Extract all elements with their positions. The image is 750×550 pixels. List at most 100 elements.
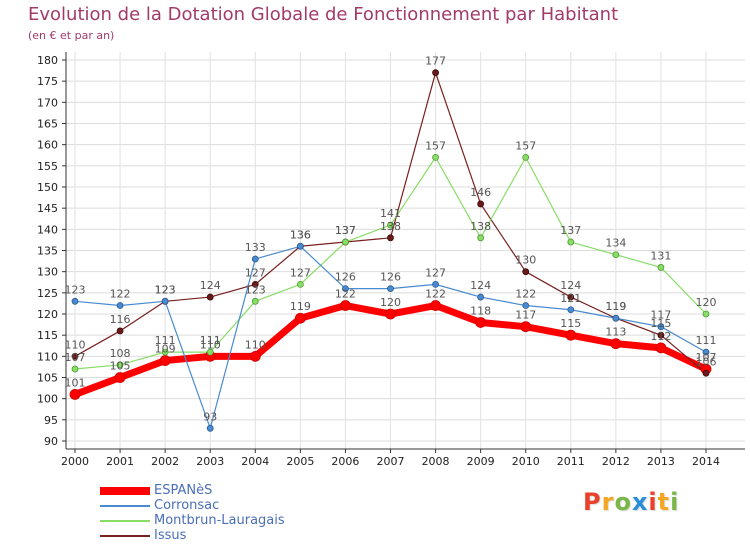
point-espanes (294, 312, 306, 324)
y-tick-label: 135 (37, 245, 58, 258)
point-montbrun (342, 238, 349, 246)
point-corronsac (116, 302, 124, 309)
point-issus (477, 200, 485, 208)
point-montbrun (702, 310, 710, 318)
point-espanes (340, 300, 351, 311)
data-label-corronsac: 117 (650, 309, 671, 322)
point-espanes (69, 389, 81, 400)
y-tick-label: 145 (37, 202, 58, 215)
point-espanes (114, 372, 126, 383)
point-montbrun (161, 348, 169, 356)
legend-item-corronsac: Corronsac (100, 498, 360, 514)
x-tick-label: 2005 (286, 455, 314, 468)
point-issus (116, 327, 124, 335)
data-label-corronsac: 122 (110, 288, 131, 301)
data-label-corronsac: 93 (203, 410, 217, 423)
data-label-montbrun: 157 (425, 139, 446, 152)
point-montbrun (116, 361, 124, 369)
legend-swatch-corronsac (100, 505, 150, 507)
point-corronsac (612, 314, 620, 322)
data-label-espanes: 107 (696, 351, 717, 364)
data-label-espanes: 115 (560, 317, 581, 330)
data-label-espanes: 122 (335, 288, 356, 301)
x-tick-label: 2011 (557, 455, 585, 468)
data-label-montbrun: 123 (245, 283, 266, 296)
point-espanes (655, 342, 667, 354)
x-tick-label: 2014 (692, 455, 720, 468)
point-corronsac (161, 297, 169, 305)
data-label-issus: 123 (155, 283, 176, 296)
y-tick-label: 140 (37, 223, 58, 236)
point-issus (657, 331, 665, 339)
x-tick-label: 2013 (647, 455, 675, 468)
chart-subtitle: (en € et par an) (28, 29, 115, 42)
point-montbrun (206, 348, 214, 356)
point-issus (522, 268, 530, 276)
point-corronsac (567, 306, 575, 314)
data-label-issus: 124 (560, 279, 581, 292)
data-label-corronsac: 121 (560, 292, 581, 305)
y-tick-label: 170 (37, 96, 58, 109)
chart-title: Evolution de la Dotation Globale de Fonc… (28, 4, 619, 25)
y-tick-label: 160 (37, 139, 58, 152)
x-tick-label: 2001 (106, 455, 134, 468)
point-montbrun (477, 234, 485, 242)
point-issus (432, 69, 439, 77)
data-label-espanes: 112 (650, 330, 671, 343)
data-label-corronsac: 123 (65, 283, 86, 296)
point-espanes (520, 321, 532, 333)
point-issus (71, 352, 79, 360)
y-tick-label: 125 (37, 287, 58, 300)
point-montbrun (251, 297, 259, 305)
data-label-montbrun: 137 (335, 224, 356, 237)
logo-letter: o (614, 488, 632, 516)
data-label-espanes: 117 (515, 309, 536, 322)
data-label-espanes: 122 (425, 288, 446, 301)
y-tick-label: 155 (37, 160, 58, 173)
x-tick-label: 2004 (241, 455, 269, 468)
data-label-corronsac: 123 (155, 283, 176, 296)
data-label-montbrun: 120 (696, 296, 717, 309)
point-montbrun (657, 264, 665, 271)
data-label-issus: 146 (470, 186, 491, 199)
point-corronsac (387, 285, 394, 293)
point-corronsac (296, 242, 304, 250)
point-espanes (385, 308, 396, 320)
data-label-espanes: 110 (200, 338, 221, 351)
data-label-issus: 106 (696, 355, 717, 368)
data-label-issus: 116 (110, 313, 131, 326)
y-tick-label: 165 (37, 118, 58, 131)
x-tick-label: 2010 (512, 455, 540, 468)
point-issus (702, 369, 710, 377)
point-issus (387, 234, 394, 242)
data-label-issus: 130 (515, 254, 536, 267)
data-label-montbrun: 137 (560, 224, 581, 237)
point-corronsac (522, 302, 530, 309)
legend-label-montbrun: Montbrun-Lauragais (154, 513, 285, 528)
point-corronsac (477, 293, 485, 301)
data-label-corronsac: 124 (470, 279, 491, 292)
point-issus (206, 293, 214, 301)
y-tick-label: 175 (37, 75, 58, 88)
data-label-issus: 119 (605, 300, 626, 313)
proxiti-logo: Proxiti (583, 488, 679, 516)
point-espanes (430, 300, 441, 311)
x-tick-label: 2002 (151, 455, 179, 468)
point-montbrun (567, 238, 575, 246)
data-label-issus: 177 (425, 55, 446, 68)
point-corronsac (432, 280, 439, 288)
data-label-corronsac: 136 (290, 228, 311, 241)
point-espanes (610, 338, 622, 350)
legend-swatch-espanes (100, 487, 150, 495)
y-tick-label: 100 (37, 393, 58, 406)
data-label-montbrun: 157 (515, 139, 536, 152)
data-label-montbrun: 111 (155, 334, 176, 347)
legend-item-espanes: ESPANèS (100, 483, 360, 499)
data-label-corronsac: 119 (605, 300, 626, 313)
point-corronsac (702, 348, 710, 356)
data-label-corronsac: 122 (515, 288, 536, 301)
data-label-issus: 127 (245, 266, 266, 279)
x-tick-label: 2009 (467, 455, 495, 468)
x-tick-label: 2006 (331, 455, 359, 468)
point-montbrun (296, 280, 304, 288)
